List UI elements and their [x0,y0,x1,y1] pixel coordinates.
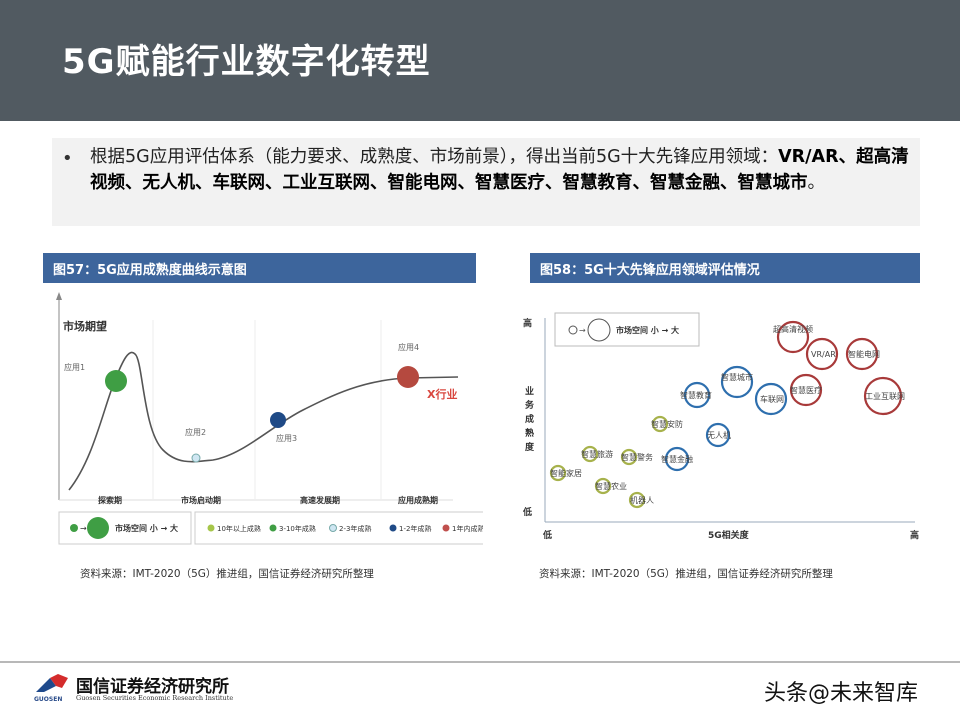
svg-text:应用3: 应用3 [276,433,297,443]
svg-text:低: 低 [542,529,552,541]
bullet-marker: • [62,148,73,169]
svg-text:智慧金融: 智慧金融 [661,454,693,464]
svg-text:2-3年成熟: 2-3年成熟 [339,524,371,533]
svg-text:智慧城市: 智慧城市 [721,372,753,382]
org-name-en: Guosen Securities Economic Research Inst… [76,694,234,702]
footer-divider [0,661,960,663]
y-axis-label: 市场期望 [63,319,107,333]
svg-text:智能电网: 智能电网 [848,349,880,359]
svg-text:市场启动期: 市场启动期 [181,495,221,505]
svg-text:→: → [579,326,586,335]
svg-text:业: 业 [525,385,534,397]
app2-point [191,453,201,463]
svg-text:高: 高 [523,317,532,329]
summary-end: 。 [807,173,826,193]
svg-text:机器人: 机器人 [630,495,654,505]
page-title: 5G赋能行业数字化转型 [62,42,431,82]
maturity-curve-chart: 市场期望 应用1 应用2 应用3 应用4 X行业 探索期 市场启动期 高速发展期… [56,292,483,545]
svg-text:工业互联网: 工业互联网 [865,391,905,401]
svg-text:5G相关度: 5G相关度 [708,529,750,541]
logo-text: GUOSEN [34,696,63,703]
svg-text:高速发展期: 高速发展期 [300,495,340,505]
watermark: 头条@未来智库 [764,681,919,706]
app4-point [397,366,419,388]
svg-text:→: → [80,524,87,533]
svg-text:1年内成熟: 1年内成熟 [452,524,483,533]
svg-text:VR/AR: VR/AR [811,350,836,359]
svg-text:探索期: 探索期 [98,495,122,505]
summary-highlight: VR/AR、超高清视频、无人机、车联网、工业互联网、智能电网、智慧医疗、智慧教育… [90,147,909,193]
svg-text:度: 度 [525,441,535,453]
guosen-logo-icon [36,674,68,692]
svg-text:市场空间 小 → 大: 市场空间 小 → 大 [115,523,178,533]
svg-text:10年以上成熟: 10年以上成熟 [217,524,261,533]
svg-text:高: 高 [910,529,919,541]
svg-text:X行业: X行业 [427,387,457,401]
svg-text:无人机: 无人机 [707,430,731,440]
svg-text:市场空间 小 → 大: 市场空间 小 → 大 [616,325,679,335]
svg-text:智慧旅游: 智慧旅游 [581,449,613,459]
svg-text:车联网: 车联网 [760,394,784,404]
svg-text:应用1: 应用1 [64,362,85,372]
figure57-title: 图57：5G应用成熟度曲线示意图 [43,253,476,283]
svg-text:应用2: 应用2 [185,427,206,437]
figure58-title: 图58：5G十大先锋应用领域评估情况 [530,253,920,283]
app1-point [105,370,127,392]
figure57-source: 资料来源：IMT-2020（5G）推进组，国信证券经济研究所整理 [80,568,374,580]
svg-text:务: 务 [525,399,535,411]
svg-text:智慧教育: 智慧教育 [680,390,712,400]
svg-text:智慧警务: 智慧警务 [621,452,653,462]
summary-box: • 根据5G应用评估体系（能力要求、成熟度、市场前景），得出当前5G十大先锋应用… [52,138,920,226]
svg-text:智慧农业: 智慧农业 [595,481,627,491]
title-bar: 5G赋能行业数字化转型 [0,0,960,121]
svg-text:1-2年成熟: 1-2年成熟 [399,524,431,533]
app3-point [270,412,286,428]
svg-text:熟: 熟 [525,427,534,439]
figure58-source: 资料来源：IMT-2020（5G）推进组，国信证券经济研究所整理 [539,568,833,580]
svg-text:应用4: 应用4 [398,342,419,352]
svg-text:超高清视频: 超高清视频 [773,324,813,334]
svg-text:低: 低 [522,506,532,518]
svg-text:3-10年成熟: 3-10年成熟 [279,524,316,533]
svg-text:应用成熟期: 应用成熟期 [398,495,438,505]
summary-text: 根据5G应用评估体系（能力要求、成熟度、市场前景），得出当前5G十大先锋应用领域… [90,144,916,196]
svg-text:成: 成 [525,413,534,425]
svg-text:智慧医疗: 智慧医疗 [790,385,822,395]
svg-text:智能家居: 智能家居 [550,468,582,478]
org-name: 国信证券经济研究所 [76,677,229,697]
summary-intro: 根据5G应用评估体系（能力要求、成熟度、市场前景），得出当前5G十大先锋应用领域… [90,147,779,167]
svg-text:智慧安防: 智慧安防 [651,419,683,429]
